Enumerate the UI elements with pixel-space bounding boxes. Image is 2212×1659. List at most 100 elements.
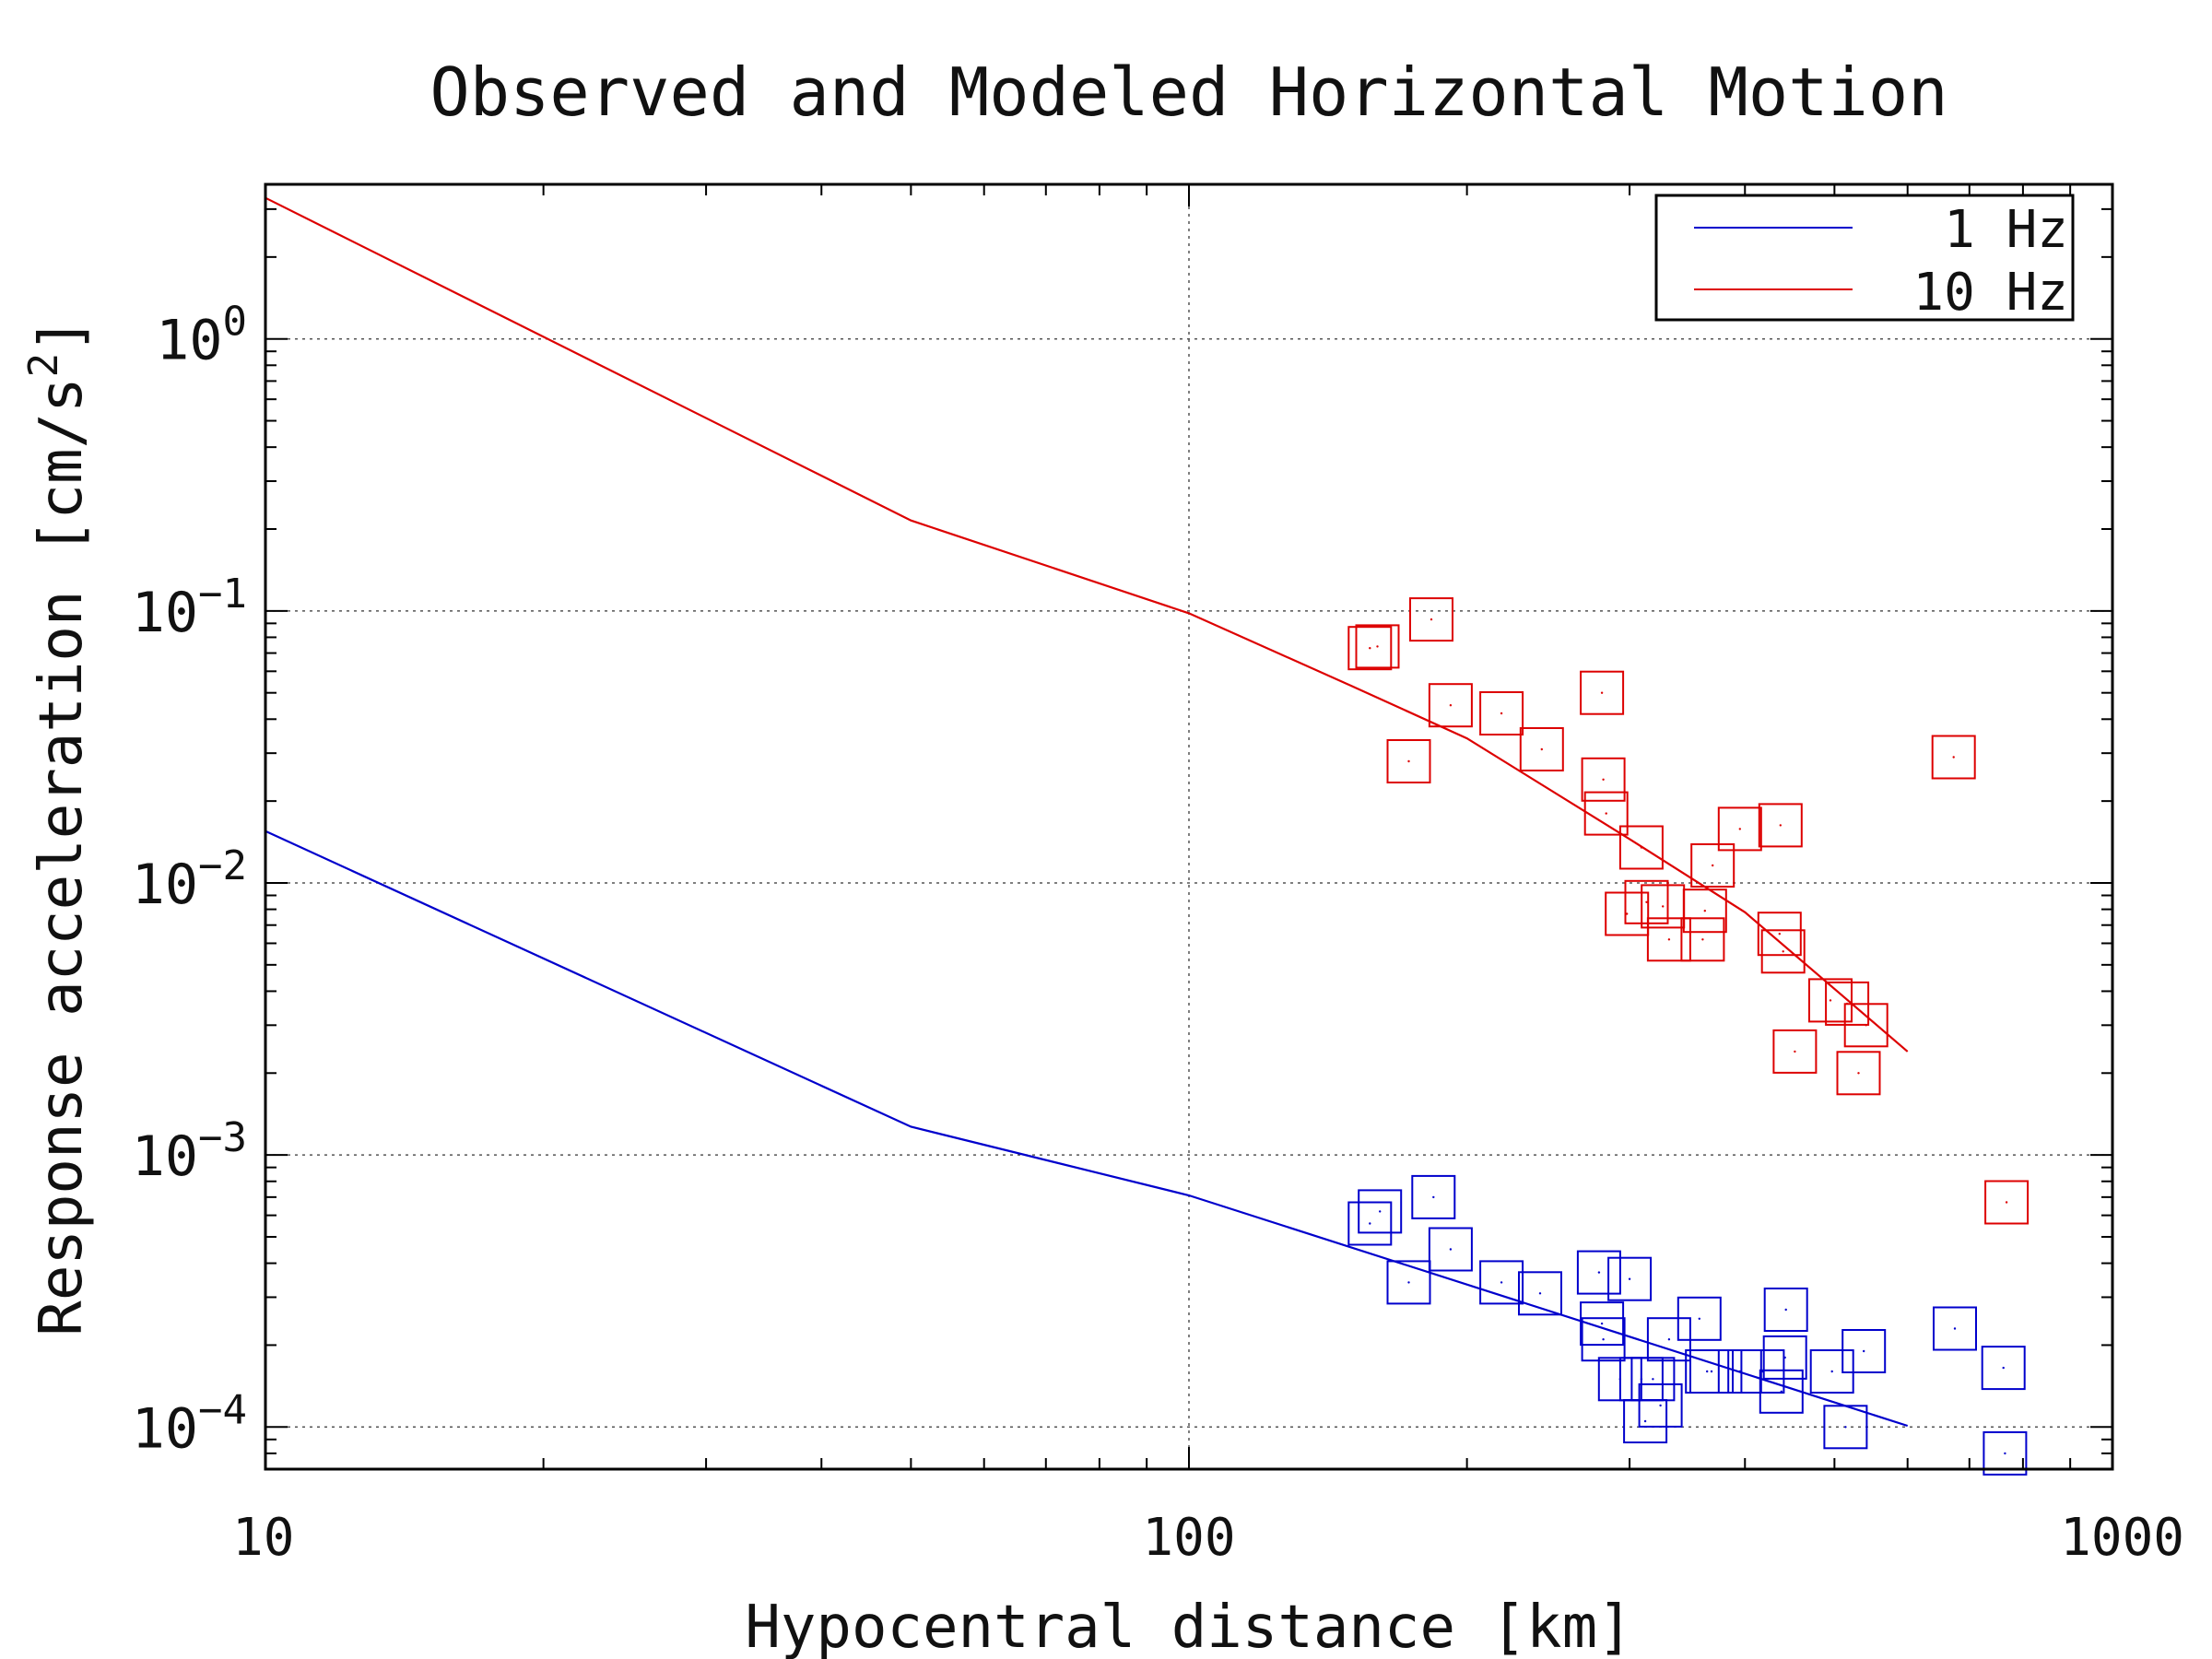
observed-marker-center-10hz xyxy=(1500,712,1503,715)
x-tick-label: 1000 xyxy=(2060,1508,2184,1568)
observed-marker-1hz xyxy=(1763,1288,1808,1332)
observed-marker-center-1hz xyxy=(1600,1322,1604,1325)
observed-marker-1hz xyxy=(1576,1250,1621,1295)
x-tick-label: 10 xyxy=(232,1508,294,1568)
observed-marker-10hz xyxy=(1757,912,1802,957)
observed-marker-10hz xyxy=(1843,1003,1888,1048)
y-tick-label: 100 xyxy=(156,299,247,373)
observed-marker-10hz xyxy=(1836,1051,1881,1096)
observed-marker-center-10hz xyxy=(1600,691,1604,694)
observed-marker-1hz xyxy=(1740,1349,1785,1394)
observed-marker-1hz xyxy=(1983,1430,2028,1476)
axis-ticks xyxy=(265,184,2112,1470)
observed-marker-1hz xyxy=(1638,1382,1683,1428)
observed-marker-10hz xyxy=(1717,806,1762,852)
legend: 1 Hz 10 Hz xyxy=(1654,194,2075,323)
observed-marker-1hz xyxy=(1580,1301,1625,1347)
observed-marker-1hz xyxy=(1347,1201,1393,1246)
observed-marker-center-10hz xyxy=(1540,747,1544,751)
y-axis-label: Response acceleration [cm/s2] xyxy=(20,317,96,1335)
observed-marker-center-1hz xyxy=(1659,1404,1662,1407)
observed-marker-center-1hz xyxy=(1780,1390,1783,1394)
observed-marker-center-10hz xyxy=(1640,846,1643,849)
observed-marker-center-10hz xyxy=(1430,618,1433,621)
observed-marker-center-1hz xyxy=(2004,1452,2006,1455)
observed-marker-1hz xyxy=(1428,1227,1473,1272)
legend-box xyxy=(1654,194,2075,322)
observed-marker-10hz xyxy=(1772,1029,1818,1074)
chart-title: Observed and Modeled Horizontal Motion xyxy=(429,53,1947,131)
observed-marker-center-1hz xyxy=(1628,1277,1631,1280)
observed-marker-1hz xyxy=(1479,1260,1524,1305)
observed-marker-center-10hz xyxy=(1667,938,1671,941)
model-line-1hz xyxy=(265,830,1909,1428)
y-tick-label: 10−1 xyxy=(132,571,247,645)
observed-marker-center-1hz xyxy=(1597,1271,1601,1274)
observed-marker-center-1hz xyxy=(1652,1378,1654,1381)
observed-marker-center-1hz xyxy=(1538,1292,1542,1295)
observed-marker-center-1hz xyxy=(1953,1327,1957,1330)
observed-marker-center-10hz xyxy=(1602,778,1605,781)
observed-marker-center-1hz xyxy=(1783,1356,1786,1359)
observed-marker-center-1hz xyxy=(1784,1308,1787,1312)
observed-marker-center-10hz xyxy=(1952,756,1955,759)
observed-marker-1hz xyxy=(1411,1174,1456,1219)
y-tick-labels: 100 10−1 10−2 10−3 10−4 xyxy=(132,299,247,1462)
observed-marker-center-1hz xyxy=(1640,1378,1643,1381)
observed-marker-10hz xyxy=(1624,879,1669,924)
model-lines xyxy=(265,196,1909,1428)
observed-marker-10hz xyxy=(1519,727,1564,771)
observed-marker-center-10hz xyxy=(1738,828,1742,830)
observed-marker-center-10hz xyxy=(1376,645,1379,648)
observed-marker-10hz xyxy=(1690,843,1735,888)
x-tick-label: 100 xyxy=(1142,1508,1235,1568)
observed-marker-center-10hz xyxy=(1857,1072,1860,1075)
y-tick-label: 10−2 xyxy=(132,842,247,917)
observed-marker-1hz xyxy=(1677,1296,1722,1341)
observed-marker-center-1hz xyxy=(1379,1210,1382,1213)
observed-marker-center-1hz xyxy=(1449,1248,1453,1251)
observed-marker-center-10hz xyxy=(1645,900,1648,903)
observed-marker-center-1hz xyxy=(1369,1222,1371,1225)
observed-marker-center-10hz xyxy=(1407,759,1410,763)
observed-marker-center-1hz xyxy=(1643,1419,1647,1423)
observed-marker-10hz xyxy=(1581,757,1626,802)
observed-marker-10hz xyxy=(1682,888,1727,934)
observed-marker-1hz xyxy=(1933,1306,1977,1351)
observed-marker-1hz xyxy=(1759,1369,1804,1414)
observed-marker-center-10hz xyxy=(1605,812,1607,815)
observed-marker-1hz xyxy=(1581,1317,1626,1362)
observed-marker-10hz xyxy=(1618,825,1664,870)
observed-marker-10hz xyxy=(1409,597,1453,642)
observed-marker-center-10hz xyxy=(1626,912,1629,915)
observed-marker-center-1hz xyxy=(1667,1338,1671,1341)
observed-marker-10hz xyxy=(1580,670,1625,715)
observed-marker-1hz xyxy=(1518,1271,1562,1316)
observed-marker-center-10hz xyxy=(1369,647,1371,650)
observed-marker-1hz xyxy=(1841,1329,1887,1373)
observed-marker-10hz xyxy=(1386,739,1431,783)
observed-marker-center-10hz xyxy=(1779,824,1783,827)
observed-marker-center-1hz xyxy=(1830,1370,1833,1373)
x-tick-labels: 10 100 1000 xyxy=(232,1508,2184,1568)
observed-marker-10hz xyxy=(1680,917,1725,962)
y-tick-label: 10−3 xyxy=(132,1114,247,1189)
observed-marker-1hz xyxy=(1358,1189,1403,1234)
observed-marker-10hz xyxy=(1646,917,1691,962)
observed-marker-center-10hz xyxy=(1662,905,1665,908)
observed-marker-center-1hz xyxy=(1706,1370,1709,1373)
observed-marker-center-1hz xyxy=(1863,1349,1865,1353)
legend-label-1hz: 1 Hz xyxy=(1944,200,2068,260)
observed-marker-10hz xyxy=(1347,626,1393,671)
observed-marker-center-10hz xyxy=(1782,950,1784,953)
observed-marker-10hz xyxy=(1931,735,1976,780)
observed-marker-center-1hz xyxy=(1844,1426,1847,1429)
observed-marker-center-10hz xyxy=(1449,704,1453,707)
observed-marker-center-10hz xyxy=(1701,938,1704,941)
observed-marker-10hz xyxy=(1583,791,1629,836)
observed-marker-center-1hz xyxy=(1710,1370,1713,1373)
observed-marker-1hz xyxy=(1689,1349,1734,1394)
observed-marker-10hz xyxy=(1760,929,1806,974)
observed-marker-center-10hz xyxy=(1829,999,1832,1002)
